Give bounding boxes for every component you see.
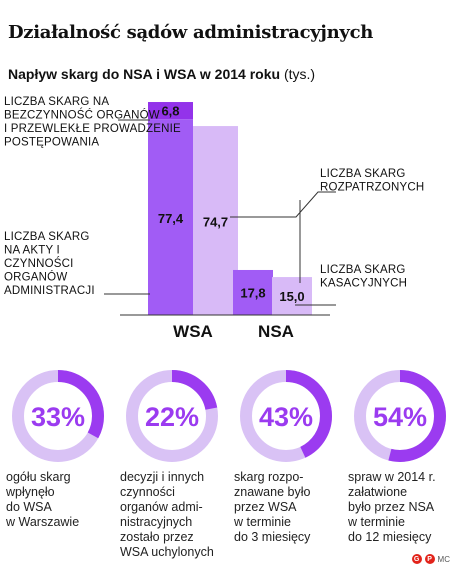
annotation-bezczynnosc: LICZBA SKARG NA BEZCZYNNOŚĆ ORGANÓW I PRZE… xyxy=(4,96,181,149)
publisher-logo-icon: G xyxy=(411,554,422,564)
bar-nsa-skargi xyxy=(233,269,273,315)
stat-4: 54% spraw w 2014 r. załatwione było przez N… xyxy=(344,368,456,545)
category-label-nsa: NSA xyxy=(258,322,294,341)
stat-2: 22% decyzji i innych czynności organów admi… xyxy=(116,368,228,560)
subtitle-unit: (tys.) xyxy=(283,66,316,82)
publisher-logo-icon-2: P xyxy=(424,554,435,564)
stat-description: ogółu skarg wpłynęło do WSA w Warszawie xyxy=(6,470,80,529)
bar-wsa-bezczynnosc xyxy=(148,102,193,120)
page-title: Działalność sądów administracyjnych xyxy=(8,22,374,43)
stat-percent: 33% xyxy=(31,402,85,432)
stat-ring: 43% xyxy=(240,370,332,462)
stat-ring: 22% xyxy=(126,370,218,462)
leader-rozpatrzone xyxy=(230,191,336,218)
stat-description: spraw w 2014 r. załatwione było przez NSA w… xyxy=(348,470,436,544)
annotation-rozpatrzone: LICZBA SKARG ROZPATRZONYCH xyxy=(320,168,424,194)
stat-percent: 43% xyxy=(259,402,313,432)
stat-1: 33% ogółu skarg wpłynęło do WSA w Warszawie xyxy=(2,368,114,530)
bar-chart: 6,8 77,4 74,7 17,8 15,0 WSA NSA LICZBA SKARG NA… xyxy=(4,96,424,341)
annotation-kasacyjne: LICZBA SKARG KASACYJNYCH xyxy=(320,264,407,290)
stat-3: 43% skarg rozpo-znawane było przez WSA w te… xyxy=(230,368,342,545)
stats-row: 33% ogółu skarg wpłynęło do WSA w Warszawie 2… xyxy=(0,368,458,568)
ring-fill xyxy=(240,370,332,462)
bar-wsa-akty xyxy=(148,119,193,315)
bar-nsa-kasacyjne xyxy=(272,277,312,315)
data-label-74-7: 74,7 xyxy=(203,215,228,230)
credit: MC xyxy=(437,554,450,564)
data-label-77-4: 77,4 xyxy=(158,211,184,226)
data-label-17-8: 17,8 xyxy=(240,285,265,300)
category-label-wsa: WSA xyxy=(173,322,213,341)
data-label-15-0: 15,0 xyxy=(279,289,304,304)
ring-fill xyxy=(354,370,446,462)
subtitle-text: Napływ skarg do NSA i WSA w 2014 roku xyxy=(8,66,281,82)
ring-fill xyxy=(12,370,104,462)
stat-description: skarg rozpo-znawane było przez WSA w termi… xyxy=(234,470,311,544)
data-label-6-8: 6,8 xyxy=(161,104,179,119)
bar-wsa-rozpatrzone xyxy=(193,126,238,315)
chart-subtitle: Napływ skarg do NSA i WSA w 2014 roku (t… xyxy=(8,66,315,82)
stat-percent: 22% xyxy=(145,402,199,432)
stat-description: decyzji i innych czynności organów admi-ni… xyxy=(120,470,214,559)
annotation-akty: LICZBA SKARG NA AKTY I CZYNNOŚCI ORGANÓW ADM… xyxy=(4,231,95,297)
logo: G P MC xyxy=(411,554,450,564)
ring-fill xyxy=(126,370,218,462)
stat-ring: 33% xyxy=(12,370,104,462)
stat-percent: 54% xyxy=(373,402,427,432)
stat-ring: 54% xyxy=(354,370,446,462)
